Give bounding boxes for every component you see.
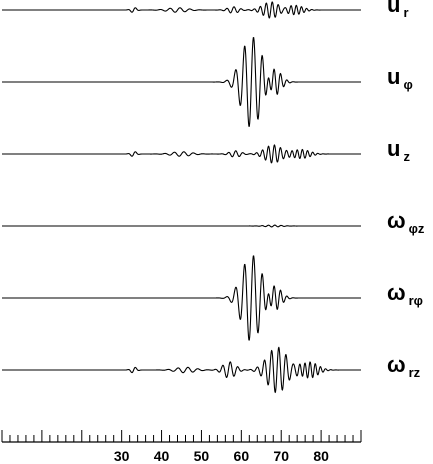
series-label-subscript: rφ xyxy=(409,293,423,308)
trace-uz xyxy=(1,144,362,164)
series-label-subscript: φz xyxy=(409,221,425,236)
trace-omega-phiz xyxy=(1,224,362,228)
series-label-group: u r u φ u z ω φz ω rφ ω rz xyxy=(387,0,425,380)
series-label-omega-rz: ω rz xyxy=(387,352,421,380)
x-tick-label: 50 xyxy=(194,448,210,464)
trace-ur xyxy=(1,1,362,19)
series-label-omega-rphi: ω rφ xyxy=(387,280,423,308)
trace-group xyxy=(1,1,362,394)
series-label-subscript: rz xyxy=(409,365,421,380)
series-label-subscript: φ xyxy=(403,77,412,92)
x-tick-label: 80 xyxy=(313,448,329,464)
x-tick-label: 60 xyxy=(234,448,250,464)
series-label-subscript: r xyxy=(403,5,408,20)
trace-omega-rphi xyxy=(1,255,362,341)
trace-uphi xyxy=(1,37,362,127)
trace-omega-rz xyxy=(1,346,362,394)
series-label-omega-phiz: ω φz xyxy=(387,208,425,236)
series-label-subscript: z xyxy=(403,149,410,164)
x-tick-label: 40 xyxy=(154,448,170,464)
x-tick-label: 30 xyxy=(114,448,130,464)
x-axis: 30 40 50 60 70 80 xyxy=(1,430,362,464)
x-tick-label: 70 xyxy=(273,448,289,464)
